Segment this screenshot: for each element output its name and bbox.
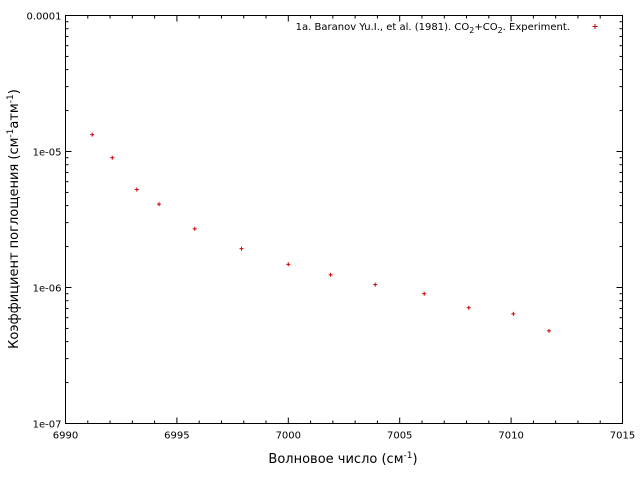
x-tick-label: 7010 [498, 431, 523, 442]
data-points [90, 132, 551, 333]
y-axis-label: Коэффициент поглощения (см-1атм-1) [6, 89, 22, 349]
data-point [422, 291, 427, 296]
data-point [286, 262, 291, 267]
x-axis-label: Волновое число (см-1) [268, 451, 417, 467]
y-axis-ticks: 1e-07 1e-06 1e-05 0.0001 [27, 12, 623, 431]
data-point [192, 226, 197, 231]
x-tick-label: 7000 [276, 431, 301, 442]
data-point [373, 282, 378, 287]
data-point [157, 202, 162, 207]
data-point [134, 187, 139, 192]
data-point [466, 305, 471, 310]
data-point [546, 328, 551, 333]
data-point [90, 132, 95, 137]
plot-frame [65, 15, 623, 424]
y-tick-label: 1e-05 [33, 148, 62, 159]
x-tick-label: 6995 [164, 431, 189, 442]
data-point [239, 246, 244, 251]
y-tick-label: 0.0001 [27, 12, 62, 23]
data-point [328, 272, 333, 277]
data-point [511, 311, 516, 316]
x-tick-label: 6990 [53, 431, 78, 442]
x-tick-label: 7005 [387, 431, 412, 442]
y-tick-label: 1e-07 [33, 420, 62, 431]
y-tick-label: 1e-06 [33, 284, 62, 295]
legend: 1a. Baranov Yu.I., et al. (1981). CO2+CO… [296, 22, 598, 35]
legend-marker [592, 24, 598, 29]
x-tick-label: 7015 [610, 431, 635, 442]
data-point [110, 155, 115, 160]
x-axis-ticks: 6990 6995 7000 7005 7010 7015 [53, 15, 635, 442]
legend-entry-label: 1a. Baranov Yu.I., et al. (1981). CO2+CO… [296, 22, 570, 35]
